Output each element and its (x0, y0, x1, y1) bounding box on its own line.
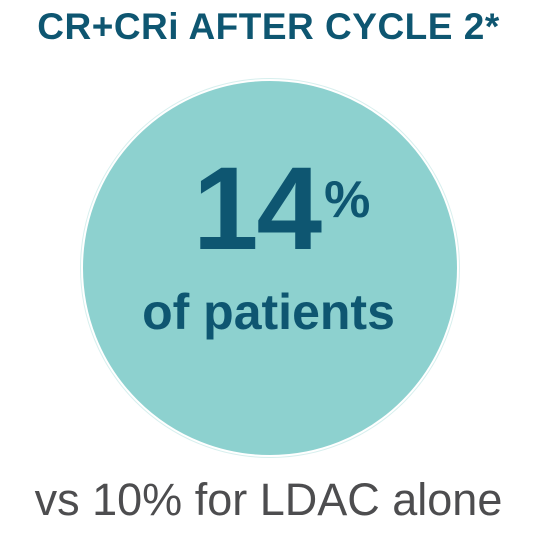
comparison-text: vs 10% for LDAC alone (34, 474, 503, 525)
stat-unit: % (324, 171, 371, 229)
stat-value-group: 14% (0, 150, 537, 268)
stat-caption: of patients (142, 284, 395, 340)
stat-circle (81, 79, 459, 457)
stat-value: 14 (192, 143, 322, 275)
headline: CR+CRi AFTER CYCLE 2* (37, 6, 500, 47)
